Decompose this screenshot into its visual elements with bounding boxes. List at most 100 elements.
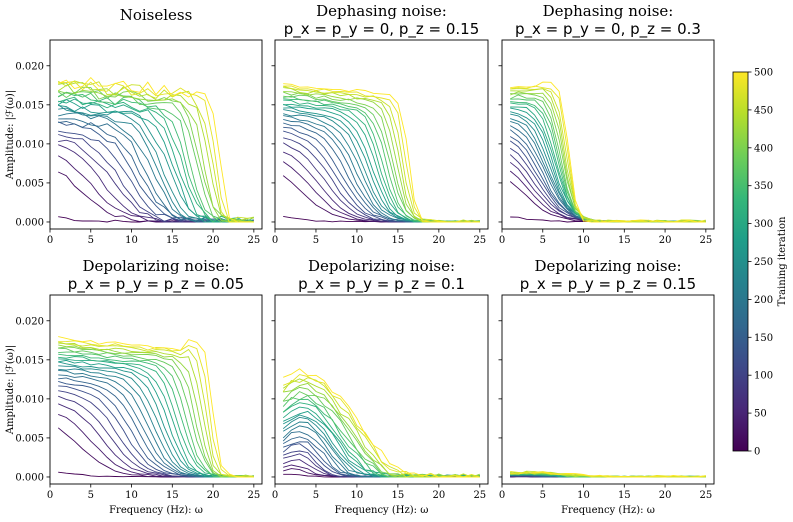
x-tick-label: 0 xyxy=(272,490,278,501)
x-tick-label: 25 xyxy=(247,490,260,501)
y-tick-label: 0.020 xyxy=(15,61,44,72)
panels-group: Noiseless 0 5 10 15 20 25 0.000 0.005 0.010 0.015 0… xyxy=(5,2,715,516)
x-tick-label: 25 xyxy=(473,235,486,246)
series-line xyxy=(58,98,254,223)
series-line xyxy=(510,106,706,223)
x-tick-label: 0 xyxy=(499,490,505,501)
series-line xyxy=(283,368,480,478)
y-tick-label: 0.005 xyxy=(15,433,44,444)
axes-frame xyxy=(501,39,715,230)
series-group xyxy=(57,336,254,478)
series-line xyxy=(510,101,706,223)
x-tick-label: 15 xyxy=(166,490,179,501)
x-tick-label: 25 xyxy=(699,490,712,501)
series-line xyxy=(58,413,254,478)
panel-depolarizing-015: Depolarizing noise:p_x = p_y = p_z = 0.1… xyxy=(498,257,715,516)
colorbar-tick-label: 100 xyxy=(754,371,773,382)
colorbar-tick-label: 350 xyxy=(754,181,773,192)
colorbar-tick-label: 300 xyxy=(754,219,773,230)
x-tick-label: 10 xyxy=(351,235,364,246)
series-line xyxy=(510,113,706,223)
panel-title: Noiseless xyxy=(120,6,193,24)
x-tick-label: 20 xyxy=(659,490,672,501)
y-axis-label: Amplitude: |ℱ(ω)| xyxy=(5,90,16,180)
y-tick-label: 0.010 xyxy=(15,139,44,150)
series-line xyxy=(510,91,706,223)
x-tick-label: 25 xyxy=(699,235,712,246)
axes-frame xyxy=(49,294,263,485)
series-group xyxy=(282,368,480,478)
x-tick-label: 0 xyxy=(47,235,53,246)
x-tick-label: 5 xyxy=(313,490,319,501)
x-tick-label: 20 xyxy=(207,490,220,501)
x-tick-label: 20 xyxy=(659,235,672,246)
series-line xyxy=(58,107,254,223)
series-line xyxy=(282,425,480,478)
series-group xyxy=(509,81,706,223)
panel-title: Dephasing noise: xyxy=(316,2,447,20)
series-line xyxy=(510,107,706,223)
axes-frame xyxy=(274,39,489,230)
axes-frame xyxy=(274,294,489,485)
x-tick-label: 15 xyxy=(618,235,631,246)
panel-title: Depolarizing noise: xyxy=(534,257,681,275)
series-line xyxy=(510,102,706,223)
series-line xyxy=(283,391,480,478)
panel-title: Dephasing noise: xyxy=(543,2,674,20)
colorbar-tick-label: 500 xyxy=(754,68,773,79)
series-line xyxy=(58,82,254,223)
series-line xyxy=(283,83,480,223)
series-line xyxy=(58,112,254,223)
series-line xyxy=(509,140,706,223)
x-tick-label: 10 xyxy=(125,235,138,246)
series-line xyxy=(509,129,706,223)
series-line xyxy=(57,92,255,223)
x-tick-label: 10 xyxy=(125,490,138,501)
panel-dephasing-03: Dephasing noise:p_x = p_y = 0, p_z = 0.3… xyxy=(498,2,715,246)
panel-subtitle: p_x = p_y = p_z = 0.15 xyxy=(520,275,696,294)
y-tick-label: 0.000 xyxy=(15,217,44,228)
series-line xyxy=(58,76,254,223)
x-axis-label: Frequency (Hz): ω xyxy=(561,505,655,516)
x-tick-label: 5 xyxy=(88,490,94,501)
series-line xyxy=(58,346,254,478)
panel-noiseless: Noiseless 0 5 10 15 20 25 0.000 0.005 0.010 0.015 0… xyxy=(5,6,263,246)
series-group xyxy=(282,83,480,223)
series-line xyxy=(57,91,254,223)
axes-frame xyxy=(501,294,715,485)
axes-frame xyxy=(49,39,263,230)
y-tick-label: 0.015 xyxy=(15,100,44,111)
series-line xyxy=(509,147,706,223)
series-line xyxy=(58,144,254,223)
x-tick-label: 25 xyxy=(473,490,486,501)
y-tick-label: 0.000 xyxy=(15,472,44,483)
series-line xyxy=(510,81,706,223)
series-line xyxy=(509,161,706,223)
y-tick-label: 0.005 xyxy=(15,178,44,189)
series-line xyxy=(283,374,480,478)
series-line xyxy=(58,353,254,478)
x-tick-label: 15 xyxy=(392,490,405,501)
x-tick-label: 15 xyxy=(392,235,405,246)
series-line xyxy=(283,151,480,223)
colorbar-tick-label: 0 xyxy=(754,447,760,458)
series-line xyxy=(283,103,480,223)
panel-depolarizing-005: Depolarizing noise:p_x = p_y = p_z = 0.0… xyxy=(5,257,263,516)
colorbar-tick-label: 50 xyxy=(754,409,767,420)
series-group xyxy=(57,76,255,223)
series-line xyxy=(58,380,254,478)
x-axis-label: Frequency (Hz): ω xyxy=(109,505,203,516)
y-tick-label: 0.010 xyxy=(15,394,44,405)
x-tick-label: 10 xyxy=(577,490,590,501)
series-line xyxy=(283,103,480,223)
series-line xyxy=(510,120,706,223)
x-tick-label: 20 xyxy=(432,490,445,501)
panel-subtitle: p_x = p_y = 0, p_z = 0.15 xyxy=(284,20,479,39)
colorbar-gradient xyxy=(732,71,749,452)
series-line xyxy=(58,403,254,478)
colorbar-tick-label: 250 xyxy=(754,257,773,268)
x-tick-label: 0 xyxy=(47,490,53,501)
series-line xyxy=(57,99,254,223)
series-line xyxy=(282,436,480,478)
